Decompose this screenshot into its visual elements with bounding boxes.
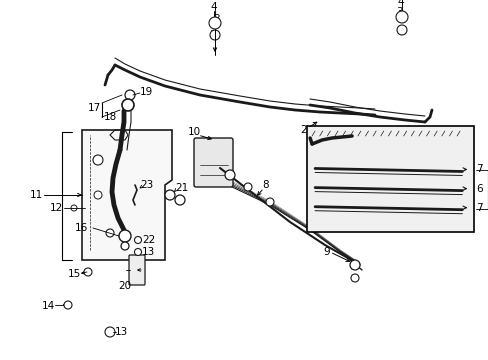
Text: 7: 7 <box>475 203 482 213</box>
Text: 3: 3 <box>213 14 219 24</box>
Text: 14: 14 <box>42 301 55 311</box>
Circle shape <box>106 229 114 237</box>
Circle shape <box>209 30 220 40</box>
Circle shape <box>105 327 115 337</box>
Text: 12: 12 <box>50 203 63 213</box>
Text: 9: 9 <box>323 247 329 257</box>
Circle shape <box>175 195 184 205</box>
Text: 3: 3 <box>395 7 402 17</box>
FancyBboxPatch shape <box>129 255 145 285</box>
Circle shape <box>119 230 131 242</box>
Text: 4: 4 <box>209 2 216 12</box>
Circle shape <box>349 260 359 270</box>
Circle shape <box>164 190 175 200</box>
Circle shape <box>244 183 251 191</box>
FancyBboxPatch shape <box>194 138 232 187</box>
Circle shape <box>265 198 273 206</box>
Text: 4: 4 <box>396 0 403 7</box>
Text: 16: 16 <box>75 223 88 233</box>
Text: 6: 6 <box>475 184 482 194</box>
Text: 17: 17 <box>88 103 101 113</box>
Circle shape <box>94 191 102 199</box>
Polygon shape <box>82 130 172 260</box>
Text: 13: 13 <box>142 247 155 257</box>
Circle shape <box>93 155 103 165</box>
Circle shape <box>84 268 92 276</box>
Circle shape <box>122 99 134 111</box>
Text: 13: 13 <box>115 327 128 337</box>
Bar <box>306 126 473 232</box>
Circle shape <box>395 11 407 23</box>
Text: 1: 1 <box>209 30 216 40</box>
Circle shape <box>224 170 235 180</box>
Circle shape <box>121 242 129 250</box>
Circle shape <box>71 205 77 211</box>
Circle shape <box>134 237 141 243</box>
Text: 15: 15 <box>68 269 81 279</box>
Text: 20: 20 <box>118 281 131 291</box>
Circle shape <box>208 17 221 29</box>
Text: 23: 23 <box>140 180 153 190</box>
Text: 22: 22 <box>142 235 155 245</box>
Circle shape <box>64 301 72 309</box>
Circle shape <box>134 248 141 256</box>
Text: 11: 11 <box>30 190 43 200</box>
Circle shape <box>125 90 135 100</box>
Circle shape <box>350 274 358 282</box>
Text: 18: 18 <box>104 112 117 122</box>
Text: 21: 21 <box>175 183 188 193</box>
Text: 8: 8 <box>262 180 268 190</box>
Text: 19: 19 <box>140 87 153 97</box>
Text: 7: 7 <box>475 165 482 175</box>
Text: 2: 2 <box>299 125 306 135</box>
Circle shape <box>396 25 406 35</box>
Text: 10: 10 <box>187 127 201 137</box>
